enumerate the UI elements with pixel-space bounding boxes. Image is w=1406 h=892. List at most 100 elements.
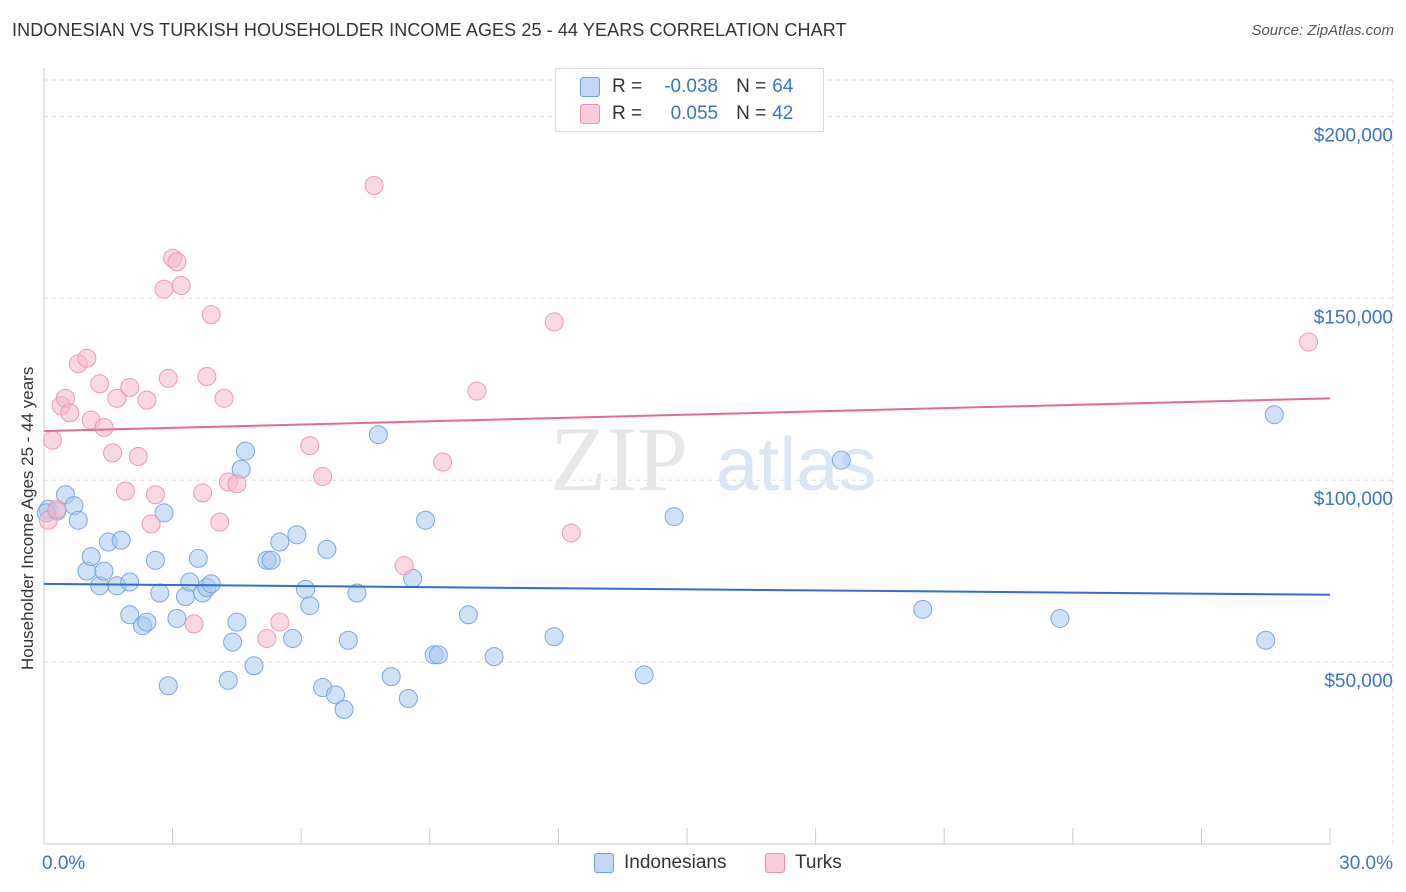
point-indonesians [68,510,88,530]
trendline-indonesians [43,582,1331,596]
point-turks [313,467,333,487]
point-turks [94,417,114,437]
series-swatch-indonesians [594,853,614,873]
point-indonesians [1264,405,1284,425]
watermark: ZIP atlas [550,408,877,510]
point-indonesians [154,503,174,523]
point-indonesians [831,450,851,470]
point-turks [171,276,191,296]
point-turks [141,514,161,534]
point-indonesians [150,583,170,603]
trendline-turks [43,397,1331,433]
point-indonesians [223,632,243,652]
y-axis-label-wrap: Householder Income Ages 25 - 44 years [16,290,40,690]
point-turks [154,279,174,299]
point-turks [197,367,217,387]
point-turks [145,485,165,505]
point-turks [128,447,148,467]
legend-n-label: N = [736,103,767,124]
point-indonesians [244,656,264,676]
point-indonesians [428,645,448,665]
point-indonesians [188,548,208,568]
y-tick-label: $200,000 [1314,125,1393,146]
point-turks [300,436,320,456]
correlation-legend: R = -0.038 N = 64 R = 0.055 N = 42 [555,68,824,132]
legend-r-label: R = [612,103,643,124]
legend-row-turks: R = 0.055 N = 42 [580,102,793,126]
point-indonesians [381,667,401,687]
point-indonesians [913,599,933,619]
point-indonesians [544,627,564,647]
y-axis-label: Householder Income Ages 25 - 44 years [18,366,37,670]
point-indonesians [227,612,247,632]
legend-swatch-turks [580,104,600,124]
point-turks [270,612,290,632]
point-indonesians [261,550,281,570]
point-indonesians [334,699,354,719]
point-turks [1299,332,1319,352]
point-turks [201,305,221,325]
point-turks [214,388,234,408]
trend-layer [43,397,1331,596]
series-legend-turks[interactable]: Turks [765,852,842,874]
point-indonesians [416,510,436,530]
series-label-indonesians: Indonesians [624,852,727,873]
point-indonesians [347,583,367,603]
point-turks [158,368,178,388]
point-indonesians [398,688,418,708]
point-indonesians [325,685,345,705]
point-indonesians [664,507,684,527]
point-indonesians [287,525,307,545]
chart-title: INDONESIAN VS TURKISH HOUSEHOLDER INCOME… [12,20,847,40]
x-tick-label-min: 0.0% [42,853,85,874]
point-turks [90,374,110,394]
point-turks [103,443,123,463]
series-legend: Indonesians Turks [0,852,1406,878]
point-turks [544,312,564,332]
point-turks [120,377,140,397]
axis-layer [43,68,1331,845]
legend-r-value: -0.038 [664,76,719,97]
legend-r-label: R = [612,76,643,97]
point-indonesians [81,547,101,567]
tick-label-layer: $50,000 $100,000 $150,000 $200,000 0.0% 30.0% [42,125,1393,874]
point-indonesians [270,532,290,552]
point-indonesians [1256,630,1276,650]
point-indonesians [145,550,165,570]
point-turks [364,176,384,196]
legend-n-label: N = [736,76,767,97]
point-indonesians [295,579,315,599]
legend-n-value: 42 [772,103,794,124]
y-tick-label: $50,000 [1324,671,1393,692]
point-indonesians [300,596,320,616]
legend-swatch-indonesians [580,77,600,97]
point-indonesians [317,539,337,559]
series-legend-indonesians[interactable]: Indonesians [594,852,726,874]
point-indonesians [120,572,140,592]
y-tick-label: $100,000 [1314,489,1393,510]
point-indonesians [111,530,131,550]
point-turks [210,512,230,532]
point-indonesians [634,665,654,685]
point-turks [257,628,277,648]
point-turks [561,523,581,543]
point-turks [184,614,204,634]
series-label-turks: Turks [795,852,842,873]
point-turks [47,499,67,519]
watermark-zip: ZIP [550,408,688,510]
point-turks [467,381,487,401]
points-layer [36,176,1319,719]
point-indonesians [338,630,358,650]
point-indonesians [167,608,187,628]
point-turks [137,390,157,410]
source-label: Source: ZipAtlas.com [1251,22,1394,39]
point-indonesians [484,647,504,667]
point-indonesians [283,628,303,648]
point-turks [193,483,213,503]
watermark-atlas: atlas [716,422,877,507]
point-indonesians [235,441,255,461]
point-turks [227,474,247,494]
point-turks [167,252,187,272]
point-indonesians [120,605,140,625]
